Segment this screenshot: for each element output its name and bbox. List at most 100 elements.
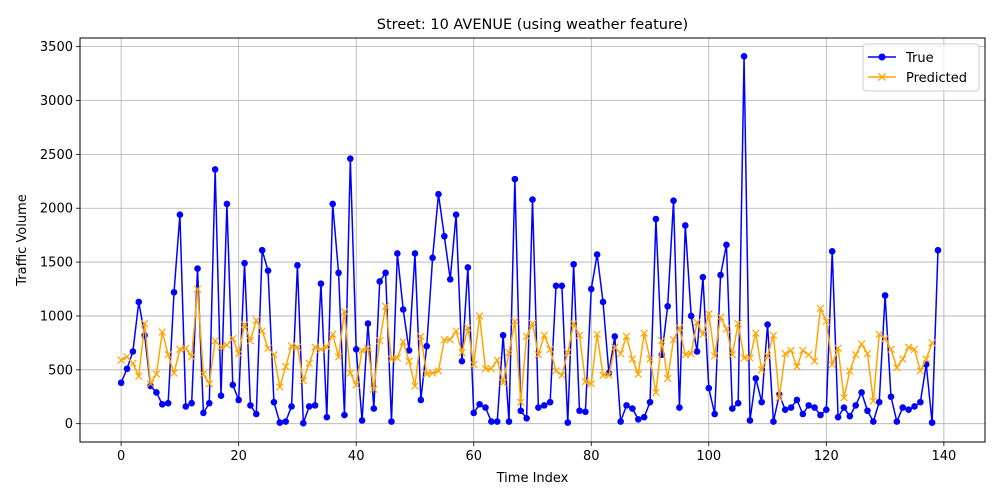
data-point-true (770, 418, 777, 425)
data-point-predicted (217, 343, 225, 352)
data-point-true (899, 404, 907, 411)
data-point-predicted (123, 353, 131, 361)
series-layer (117, 53, 942, 427)
data-point-true (687, 312, 695, 320)
data-point-predicted (129, 359, 137, 368)
data-point-predicted (170, 369, 178, 377)
data-point-true (294, 262, 301, 269)
y-tick-label: 1500 (40, 256, 73, 271)
data-point-predicted (322, 343, 331, 352)
data-point-predicted (840, 394, 848, 402)
data-point-predicted (117, 356, 125, 364)
data-point-predicted (628, 355, 637, 363)
legend-predicted-marker (878, 73, 886, 81)
data-point-predicted (581, 377, 590, 386)
data-point-true (347, 155, 354, 162)
y-tick-label: 0 (65, 417, 73, 432)
data-point-true (623, 402, 630, 409)
data-point-predicted (757, 365, 766, 374)
data-point-true (288, 403, 295, 410)
data-point-predicted (334, 353, 343, 361)
data-point-true (358, 417, 366, 424)
data-point-true (681, 222, 689, 229)
data-point-true (781, 406, 789, 413)
data-point-true (399, 306, 407, 313)
data-point-true (200, 409, 207, 417)
data-point-predicted (869, 397, 878, 405)
data-point-predicted (428, 369, 437, 377)
data-point-true (846, 412, 854, 420)
data-point-predicted (305, 359, 314, 368)
data-point-true (164, 399, 172, 407)
data-point-predicted (293, 343, 302, 352)
data-point-predicted (299, 376, 308, 385)
data-point-true (123, 365, 131, 373)
data-point-true (611, 333, 619, 340)
x-tick-label: 140 (931, 449, 956, 464)
data-point-true (441, 232, 448, 240)
data-point-predicted (810, 357, 819, 366)
data-point-predicted (440, 335, 449, 344)
data-point-true (382, 269, 389, 277)
data-point-true (252, 410, 260, 418)
data-point-true (323, 413, 331, 421)
data-point-true (764, 321, 771, 328)
data-point-true (805, 402, 813, 409)
legend-box (862, 43, 980, 92)
data-point-true (529, 196, 536, 203)
data-point-true (435, 190, 442, 198)
data-point-predicted (663, 374, 672, 383)
chart-title: Street: 10 AVENUE (using weather feature… (377, 17, 688, 33)
data-point-predicted (634, 370, 643, 378)
data-point-true (576, 407, 583, 415)
data-point-true (452, 211, 460, 218)
data-point-true (881, 292, 889, 299)
data-point-true (364, 320, 372, 327)
data-point-predicted (881, 334, 889, 343)
data-point-true (587, 285, 595, 293)
data-point-predicted (181, 344, 190, 353)
data-point-true (693, 348, 701, 355)
legend-predicted-label: Predicted (906, 71, 967, 86)
data-point-true (670, 197, 677, 204)
data-point-predicted (904, 343, 913, 352)
legend-true-label: True (905, 51, 934, 66)
data-point-predicted (851, 350, 860, 359)
data-point-true (423, 342, 431, 350)
data-point-predicted (487, 364, 496, 373)
data-point-true (388, 418, 395, 425)
data-point-true (834, 413, 842, 421)
data-point-predicted (240, 320, 249, 329)
data-point-predicted (422, 370, 431, 378)
data-point-predicted (769, 331, 778, 340)
data-point-predicted (710, 351, 719, 360)
data-point-predicted (799, 346, 807, 355)
data-point-predicted (875, 330, 884, 339)
data-point-true (552, 282, 560, 290)
data-point-true (417, 396, 425, 404)
data-point-predicted (828, 360, 837, 369)
data-point-predicted (234, 349, 243, 358)
data-point-predicted (546, 345, 554, 354)
data-point-true (229, 381, 237, 389)
data-point-true (752, 375, 760, 382)
y-tick-label: 2000 (40, 202, 73, 217)
data-point-predicted (646, 355, 654, 363)
axis-ticks: 0 20 40 60 80 100 120 140 0 500 1000 1500 2000 2500 30… (40, 40, 956, 464)
data-point-predicted (346, 369, 355, 377)
data-point-true (664, 302, 671, 310)
data-point-predicted (728, 350, 737, 359)
y-tick-label: 500 (48, 363, 73, 378)
data-point-predicted (417, 332, 425, 341)
data-point-predicted (575, 331, 584, 340)
data-point-true (911, 403, 918, 410)
data-point-true (476, 400, 483, 408)
data-point-predicted (152, 370, 161, 378)
data-point-predicted (816, 304, 825, 313)
data-point-true (699, 273, 707, 281)
y-tick-label: 3500 (40, 40, 73, 55)
data-point-predicted (264, 344, 272, 353)
legend: True Predicted (862, 43, 980, 92)
data-point-predicted (793, 362, 801, 371)
